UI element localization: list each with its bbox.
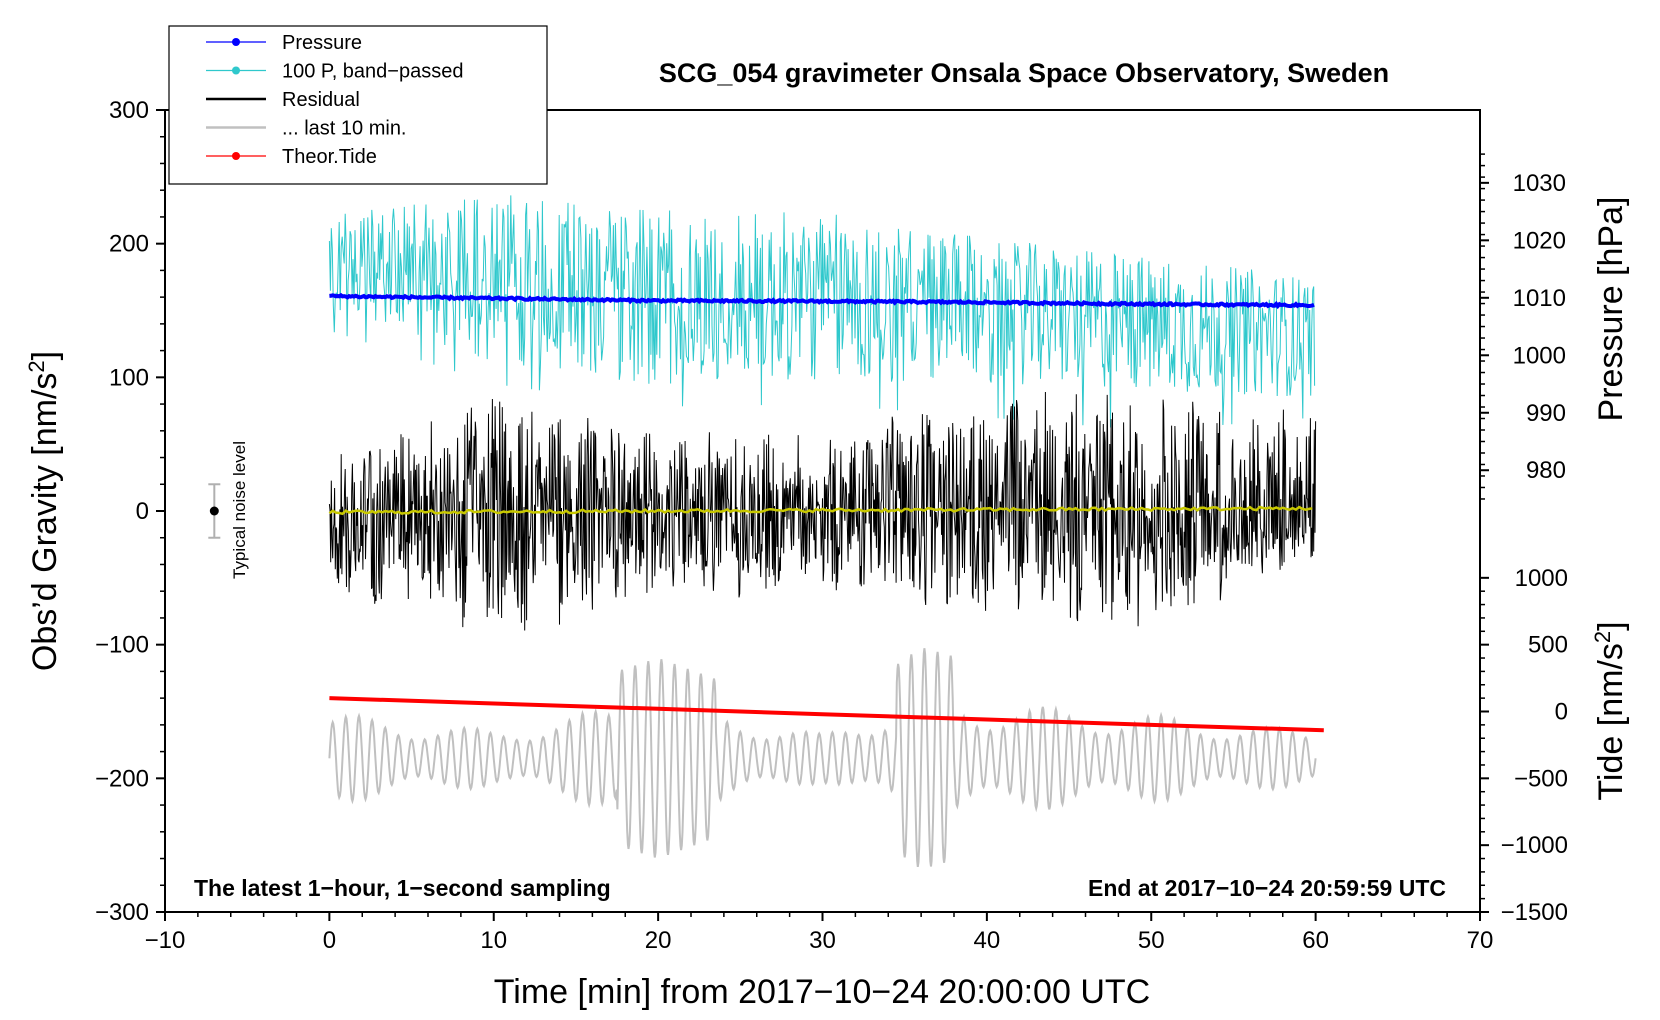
pressure-tick-label: 990 <box>1526 400 1566 427</box>
x-tick-label: 60 <box>1302 927 1329 954</box>
x-axis-title: Time [min] from 2017−10−24 20:00:00 UTC <box>494 973 1150 1011</box>
sampling-note: The latest 1−hour, 1−second sampling <box>194 875 611 901</box>
legend-marker <box>232 152 240 160</box>
legend-box <box>168 25 548 185</box>
legend-label: Theor.Tide <box>282 146 377 168</box>
y-axis-title-gravity: Obs’d Gravity [nm/s2] <box>24 351 64 671</box>
tide-tick-label: 0 <box>1555 699 1568 726</box>
tide-tick-label: 1000 <box>1515 565 1568 592</box>
legend: Pressure 100 P, band−passed Residual ... la… <box>168 25 548 185</box>
pressure-tick-label: 1000 <box>1513 342 1566 369</box>
y-tick-label: 100 <box>109 364 149 391</box>
legend-label: 100 P, band−passed <box>282 61 463 83</box>
pressure-tick-label: 1010 <box>1513 285 1566 312</box>
axes-layer: −10 0 10 20 30 40 50 60 703002001000−100−200−300… <box>95 97 1568 954</box>
tide-tick-label: 500 <box>1528 632 1568 659</box>
y-axis-title-pressure: Pressure [hPa] <box>1592 197 1630 422</box>
series-pressure <box>329 292 1315 310</box>
chart-title: SCG_054 gravimeter Onsala Space Observat… <box>659 58 1389 88</box>
noise-indicator <box>208 483 221 539</box>
x-tick-label: 20 <box>645 927 672 954</box>
x-tick-label: 10 <box>480 927 507 954</box>
y-tick-label: −100 <box>95 632 149 659</box>
series-pressure-band-passed <box>328 195 1316 428</box>
pressure-tick-label: 980 <box>1526 457 1566 484</box>
y-tick-label: −200 <box>95 765 149 792</box>
legend-marker <box>232 38 240 46</box>
end-time-note: End at 2017−10−24 20:59:59 UTC <box>1088 875 1446 901</box>
gravity-unit-close: ] <box>26 351 64 360</box>
pressure-tick-label: 1020 <box>1513 227 1566 254</box>
y-tick-label: 300 <box>109 97 149 124</box>
x-tick-label: 30 <box>809 927 836 954</box>
noise-level-label: Typical noise level <box>230 441 249 579</box>
series-theoretical-tide <box>329 696 1324 733</box>
y-tick-label: 200 <box>109 231 149 258</box>
legend-label: ... last 10 min. <box>282 118 407 140</box>
tide-tick-label: −1500 <box>1501 899 1568 926</box>
legend-label: Pressure <box>282 32 362 54</box>
series-layer <box>328 195 1324 868</box>
tide-tick-label: −1000 <box>1501 832 1568 859</box>
x-tick-label: 0 <box>323 927 336 954</box>
y-axis-title-gravity-text: Obs’d Gravity [nm/s <box>26 373 64 672</box>
y-axis-title-tide: Tide [nm/s2] <box>1590 621 1630 800</box>
x-tick-label: 50 <box>1138 927 1165 954</box>
series-residual-smoothed <box>328 505 1313 516</box>
y-tick-label: −300 <box>95 899 149 926</box>
tide-unit-superscript: 2 <box>1590 631 1615 643</box>
y-tick-label: 0 <box>136 498 149 525</box>
series-residual <box>328 391 1317 631</box>
gravity-unit-superscript: 2 <box>24 360 49 372</box>
noise-bar-center-dot <box>209 506 219 516</box>
legend-label: Residual <box>282 89 360 111</box>
pressure-tick-label: 1030 <box>1513 170 1566 197</box>
legend-marker <box>232 66 240 75</box>
x-tick-label: −10 <box>145 927 186 954</box>
y-axis-title-tide-text: Tide [nm/s <box>1592 643 1630 800</box>
x-tick-label: 70 <box>1467 927 1494 954</box>
series-last-10-min <box>328 648 1317 868</box>
tide-unit-close: ] <box>1592 621 1630 630</box>
x-tick-label: 40 <box>974 927 1001 954</box>
tide-tick-label: −500 <box>1514 765 1568 792</box>
